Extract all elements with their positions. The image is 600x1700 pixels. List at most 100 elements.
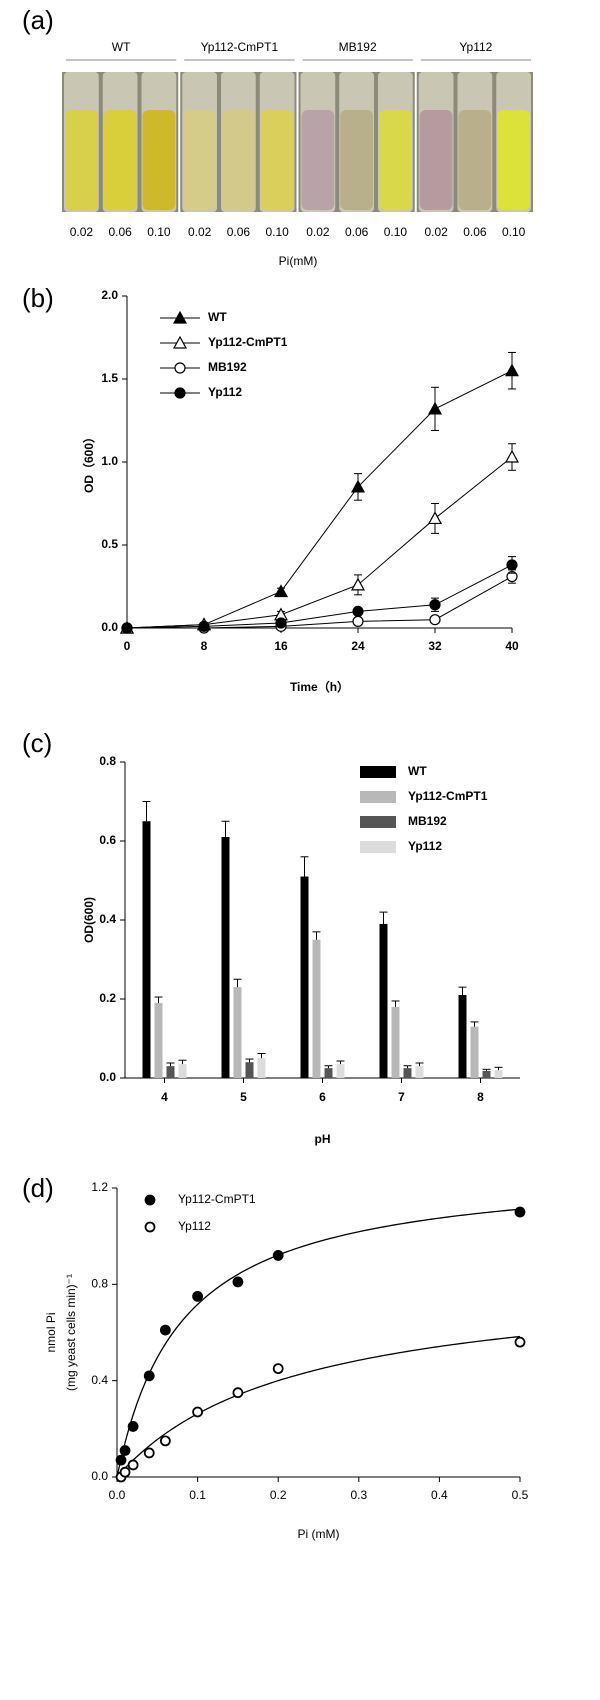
marker bbox=[143, 1447, 155, 1459]
x-tick-label: 7 bbox=[398, 1090, 405, 1104]
bar bbox=[391, 1006, 400, 1078]
marker bbox=[159, 1435, 171, 1447]
marker bbox=[514, 1336, 526, 1348]
tube-label: 0.02 bbox=[424, 225, 448, 239]
y-tick-label: 0.2 bbox=[99, 991, 116, 1005]
panel-label: (b) bbox=[22, 283, 54, 313]
bar bbox=[458, 995, 467, 1078]
marker bbox=[192, 1406, 204, 1418]
marker bbox=[232, 1387, 244, 1399]
bar bbox=[494, 1070, 503, 1078]
y-tick-label: 1.2 bbox=[91, 1180, 108, 1194]
marker bbox=[350, 479, 366, 493]
tube-label: 0.10 bbox=[265, 225, 289, 239]
x-tick-label: 0.5 bbox=[512, 1488, 529, 1502]
legend-swatch bbox=[360, 816, 396, 828]
x-tick-label: 40 bbox=[505, 639, 519, 653]
panel-label: (d) bbox=[22, 1173, 54, 1203]
marker bbox=[514, 1206, 526, 1218]
bar bbox=[379, 923, 388, 1078]
x-tick-label: 0.2 bbox=[270, 1488, 287, 1502]
x-axis-label: Pi (mM) bbox=[298, 1527, 340, 1541]
bar bbox=[178, 1064, 187, 1078]
bar bbox=[324, 1068, 333, 1078]
marker bbox=[119, 1445, 131, 1456]
x-tick-label: 8 bbox=[477, 1090, 484, 1104]
tube-liquid bbox=[222, 110, 255, 210]
legend-label: Yp112-CmPT1 bbox=[408, 789, 488, 803]
x-tick-label: 24 bbox=[351, 639, 365, 653]
legend-label: WT bbox=[208, 310, 227, 324]
legend-label: Yp112 bbox=[208, 385, 242, 399]
y-tick-label: 0.0 bbox=[91, 1469, 108, 1483]
legend-label: Yp112 bbox=[408, 839, 442, 853]
legend-marker bbox=[174, 362, 186, 374]
series-line bbox=[126, 370, 513, 629]
bar bbox=[336, 1064, 345, 1078]
marker bbox=[127, 1459, 139, 1471]
marker bbox=[159, 1324, 171, 1336]
x-tick-label: 0 bbox=[124, 639, 131, 653]
group-name: Yp112 bbox=[459, 40, 492, 54]
legend-swatch bbox=[360, 791, 396, 803]
marker bbox=[504, 449, 520, 463]
tube-liquid bbox=[458, 110, 492, 210]
legend-marker bbox=[174, 387, 186, 399]
legend-marker bbox=[172, 310, 188, 324]
legend-label: Yp112-CmPT1 bbox=[208, 335, 288, 349]
bar bbox=[403, 1068, 412, 1078]
legend-marker bbox=[144, 1221, 156, 1233]
y-axis-label: nmol Pi bbox=[44, 1312, 58, 1352]
legend-label: MB192 bbox=[208, 360, 247, 374]
fit-curve bbox=[116, 1208, 521, 1478]
legend-swatch bbox=[360, 766, 396, 778]
tube-label: 0.06 bbox=[108, 225, 132, 239]
legend-label: WT bbox=[408, 764, 427, 778]
marker bbox=[115, 1454, 127, 1466]
y-tick-label: 0.6 bbox=[99, 833, 116, 847]
bar bbox=[154, 1002, 163, 1078]
y-tick-label: 1.5 bbox=[101, 371, 118, 385]
y-tick-label: 0.8 bbox=[91, 1277, 108, 1291]
panel-label: (c) bbox=[22, 728, 52, 758]
x-tick-label: 16 bbox=[274, 639, 288, 653]
y-tick-label: 0.4 bbox=[99, 912, 116, 926]
panel-label: (a) bbox=[22, 5, 54, 35]
y-tick-label: 1.0 bbox=[101, 454, 118, 468]
marker bbox=[232, 1276, 244, 1288]
marker bbox=[427, 401, 443, 415]
marker bbox=[272, 1250, 284, 1261]
tube-label: 0.02 bbox=[70, 225, 94, 239]
marker bbox=[352, 615, 364, 627]
marker bbox=[506, 559, 518, 571]
tube-liquid bbox=[65, 110, 98, 210]
legend-label: Yp112 bbox=[178, 1219, 211, 1233]
y-axis-label: OD（600） bbox=[81, 431, 96, 493]
x-tick-label: 0.1 bbox=[189, 1488, 206, 1502]
y-axis-label: (mg yeast cells min)⁻¹ bbox=[64, 1274, 78, 1391]
group-name: WT bbox=[112, 40, 131, 54]
bar bbox=[470, 1026, 479, 1078]
marker bbox=[272, 1363, 284, 1375]
photo-xlabel: Pi(mM) bbox=[279, 254, 318, 268]
marker bbox=[192, 1290, 204, 1302]
bar bbox=[233, 987, 242, 1078]
marker bbox=[198, 620, 210, 632]
tube-liquid bbox=[379, 110, 412, 210]
marker bbox=[119, 1466, 131, 1478]
legend-label: Yp112-CmPT1 bbox=[178, 1192, 256, 1206]
tube-label: 0.10 bbox=[384, 225, 408, 239]
marker bbox=[127, 1421, 139, 1432]
x-tick-label: 32 bbox=[428, 639, 442, 653]
y-tick-label: 0.8 bbox=[99, 754, 116, 768]
series-line bbox=[126, 456, 513, 629]
y-axis-label: OD(600) bbox=[82, 897, 96, 943]
tube-label: 0.06 bbox=[345, 225, 369, 239]
marker bbox=[427, 511, 443, 525]
bar bbox=[142, 821, 151, 1078]
y-tick-label: 0.0 bbox=[101, 620, 118, 634]
x-tick-label: 8 bbox=[201, 639, 208, 653]
x-tick-label: 0.4 bbox=[431, 1488, 448, 1502]
x-tick-label: 4 bbox=[161, 1090, 168, 1104]
